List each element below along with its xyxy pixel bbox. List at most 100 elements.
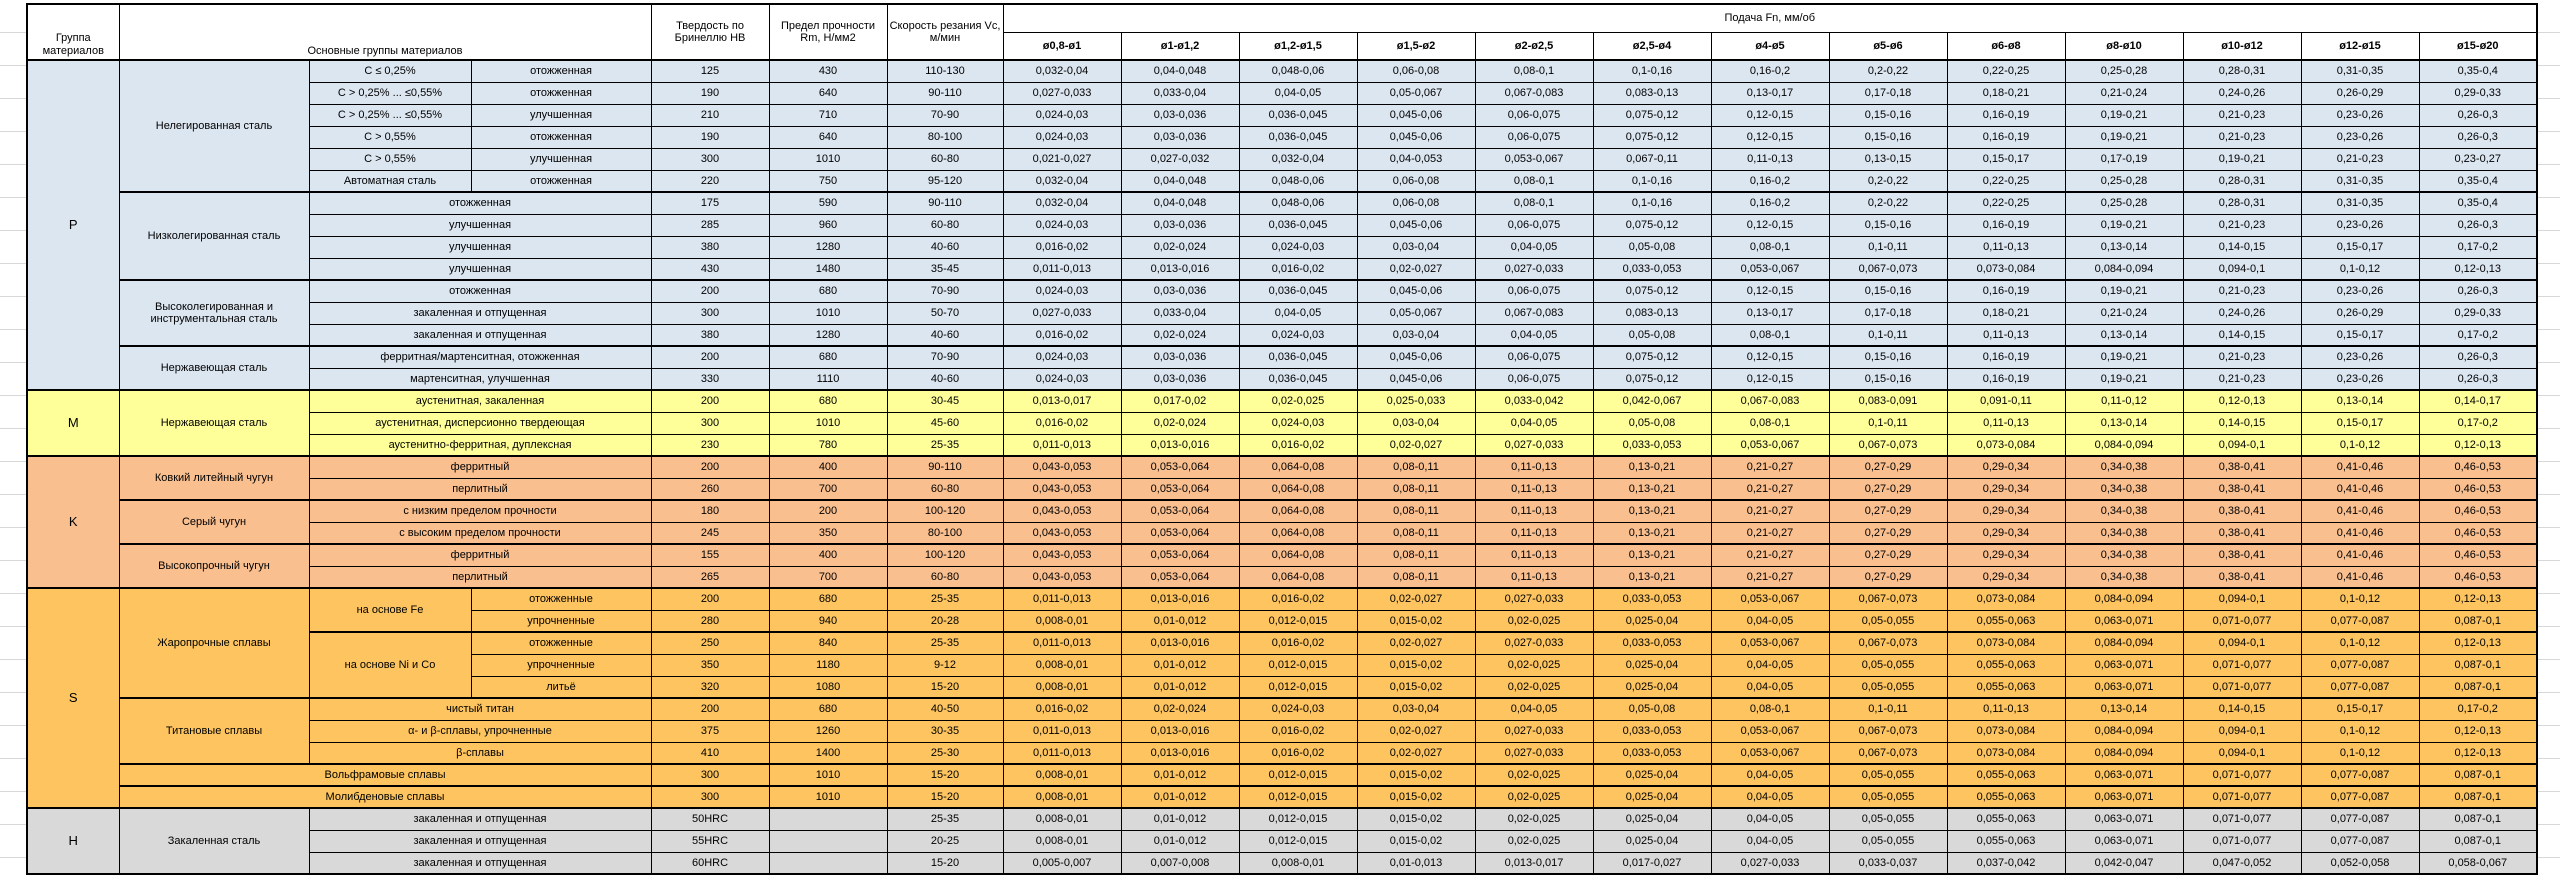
cell-feed[interactable]: 0,12-0,13	[2418, 741, 2538, 765]
cell-material-state[interactable]: чистый титан	[308, 697, 652, 721]
cell-feed[interactable]: 0,024-0,03	[1002, 103, 1122, 127]
cell-feed[interactable]: 0,26-0,3	[2418, 213, 2538, 237]
cell-feed[interactable]: 0,03-0,04	[1356, 411, 1476, 435]
cell-subgroup[interactable]: Жаропрочные сплавы	[118, 587, 310, 699]
col-header-strength[interactable]: Предел прочности Rm, Н/мм2	[768, 3, 888, 61]
cell-feed[interactable]: 0,16-0,19	[1946, 279, 2066, 303]
cell-feed[interactable]: 0,033-0,053	[1592, 433, 1712, 457]
cell-feed[interactable]: 0,23-0,26	[2300, 345, 2420, 369]
cell-feed[interactable]: 0,067-0,083	[1474, 81, 1594, 105]
cell-feed[interactable]: 0,016-0,02	[1002, 235, 1122, 259]
cell-feed[interactable]: 0,063-0,071	[2064, 807, 2184, 831]
cell-feed[interactable]: 0,073-0,084	[1946, 257, 2066, 281]
cell-strength[interactable]: 750	[768, 169, 888, 193]
cell-feed[interactable]: 0,06-0,08	[1356, 169, 1476, 193]
cell-feed[interactable]: 0,05-0,08	[1592, 697, 1712, 721]
cell-feed[interactable]: 0,017-0,027	[1592, 851, 1712, 875]
cell-feed[interactable]: 0,064-0,08	[1238, 499, 1358, 523]
cell-feed[interactable]: 0,027-0,033	[1710, 851, 1830, 875]
cell-feed[interactable]: 0,15-0,17	[2300, 235, 2420, 259]
cell-feed[interactable]: 0,067-0,073	[1828, 719, 1948, 743]
cell-feed[interactable]: 0,1-0,12	[2300, 257, 2420, 281]
diameter-header-12[interactable]: ø15-ø20	[2418, 31, 2538, 61]
cell-feed[interactable]: 0,21-0,27	[1710, 565, 1830, 589]
cell-feed[interactable]: 0,22-0,25	[1946, 169, 2066, 193]
cell-feed[interactable]: 0,016-0,02	[1002, 411, 1122, 435]
cell-feed[interactable]: 0,31-0,35	[2300, 59, 2420, 83]
cell-feed[interactable]: 0,06-0,075	[1474, 367, 1594, 391]
cell-feed[interactable]: 0,11-0,13	[1946, 697, 2066, 721]
cell-strength[interactable]: 780	[768, 433, 888, 457]
cell-hardness[interactable]: 430	[650, 257, 770, 281]
cell-feed[interactable]: 0,21-0,23	[2182, 213, 2302, 237]
cell-feed[interactable]: 0,23-0,26	[2300, 103, 2420, 127]
cell-feed[interactable]: 0,15-0,16	[1828, 213, 1948, 237]
cell-feed[interactable]: 0,28-0,31	[2182, 169, 2302, 193]
cell-feed[interactable]: 0,13-0,21	[1592, 455, 1712, 479]
cell-feed[interactable]: 0,04-0,048	[1120, 191, 1240, 215]
cell-feed[interactable]: 0,13-0,21	[1592, 543, 1712, 567]
cell-feed[interactable]: 0,043-0,053	[1002, 477, 1122, 501]
cell-feed[interactable]: 0,045-0,06	[1356, 345, 1476, 369]
cell-feed[interactable]: 0,02-0,025	[1474, 675, 1594, 699]
cell-feed[interactable]: 0,19-0,21	[2182, 147, 2302, 171]
cell-feed[interactable]: 0,033-0,04	[1120, 301, 1240, 325]
cell-material-state[interactable]: упрочненные	[470, 653, 652, 677]
cell-feed[interactable]: 0,41-0,46	[2300, 477, 2420, 501]
cell-feed[interactable]: 0,04-0,048	[1120, 169, 1240, 193]
cell-speed[interactable]: 110-130	[886, 59, 1004, 83]
cell-feed[interactable]: 0,02-0,025	[1474, 609, 1594, 633]
cell-feed[interactable]: 0,033-0,053	[1592, 257, 1712, 281]
cell-speed[interactable]: 30-35	[886, 719, 1004, 743]
cell-hardness[interactable]: 300	[650, 763, 770, 787]
cell-hardness[interactable]: 190	[650, 81, 770, 105]
cell-feed[interactable]: 0,19-0,21	[2064, 367, 2184, 391]
cell-feed[interactable]: 0,14-0,15	[2182, 411, 2302, 435]
cell-hardness[interactable]: 380	[650, 235, 770, 259]
cell-material-state[interactable]: β-сплавы	[308, 741, 652, 765]
cell-feed[interactable]: 0,03-0,036	[1120, 125, 1240, 149]
cell-material-state[interactable]: закаленная и отпущенная	[308, 851, 652, 875]
cell-feed[interactable]: 0,016-0,02	[1238, 433, 1358, 457]
cell-feed[interactable]: 0,1-0,12	[2300, 433, 2420, 457]
cell-feed[interactable]: 0,027-0,033	[1474, 741, 1594, 765]
cell-feed[interactable]: 0,26-0,3	[2418, 125, 2538, 149]
cell-feed[interactable]: 0,01-0,012	[1120, 609, 1240, 633]
cell-feed[interactable]: 0,053-0,067	[1710, 433, 1830, 457]
cell-feed[interactable]: 0,11-0,13	[1710, 147, 1830, 171]
cell-feed[interactable]: 0,03-0,04	[1356, 235, 1476, 259]
cell-feed[interactable]: 0,13-0,21	[1592, 477, 1712, 501]
cell-hardness[interactable]: 300	[650, 147, 770, 171]
cell-feed[interactable]: 0,015-0,02	[1356, 609, 1476, 633]
cell-material-state[interactable]: перлитный	[308, 565, 652, 589]
cell-feed[interactable]: 0,29-0,34	[1946, 565, 2066, 589]
cell-strength[interactable]: 680	[768, 345, 888, 369]
cell-strength[interactable]: 1010	[768, 785, 888, 809]
cell-speed[interactable]: 9-12	[886, 653, 1004, 677]
cell-feed[interactable]: 0,027-0,033	[1474, 631, 1594, 655]
cell-feed[interactable]: 0,1-0,11	[1828, 323, 1948, 347]
cell-strength[interactable]: 1010	[768, 301, 888, 325]
cell-feed[interactable]: 0,41-0,46	[2300, 455, 2420, 479]
cell-feed[interactable]: 0,012-0,015	[1238, 675, 1358, 699]
cell-strength[interactable]: 430	[768, 59, 888, 83]
cell-hardness[interactable]: 285	[650, 213, 770, 237]
cell-feed[interactable]: 0,15-0,16	[1828, 345, 1948, 369]
cell-feed[interactable]: 0,46-0,53	[2418, 499, 2538, 523]
cell-feed[interactable]: 0,13-0,14	[2064, 323, 2184, 347]
cell-hardness[interactable]: 300	[650, 411, 770, 435]
cell-speed[interactable]: 25-35	[886, 631, 1004, 655]
cell-material-state[interactable]: мартенситная, улучшенная	[308, 367, 652, 391]
cell-feed[interactable]: 0,087-0,1	[2418, 653, 2538, 677]
cell-feed[interactable]: 0,01-0,012	[1120, 653, 1240, 677]
cell-feed[interactable]: 0,01-0,012	[1120, 829, 1240, 853]
cell-feed[interactable]: 0,024-0,03	[1238, 411, 1358, 435]
cell-feed[interactable]: 0,08-0,1	[1474, 169, 1594, 193]
cell-feed[interactable]: 0,077-0,087	[2300, 763, 2420, 787]
cell-feed[interactable]: 0,043-0,053	[1002, 543, 1122, 567]
cell-feed[interactable]: 0,17-0,19	[2064, 147, 2184, 171]
cell-feed[interactable]: 0,19-0,21	[2064, 345, 2184, 369]
cell-feed[interactable]: 0,075-0,12	[1592, 345, 1712, 369]
cell-speed[interactable]: 80-100	[886, 125, 1004, 149]
cell-subgroup[interactable]: Закаленная сталь	[118, 807, 310, 875]
